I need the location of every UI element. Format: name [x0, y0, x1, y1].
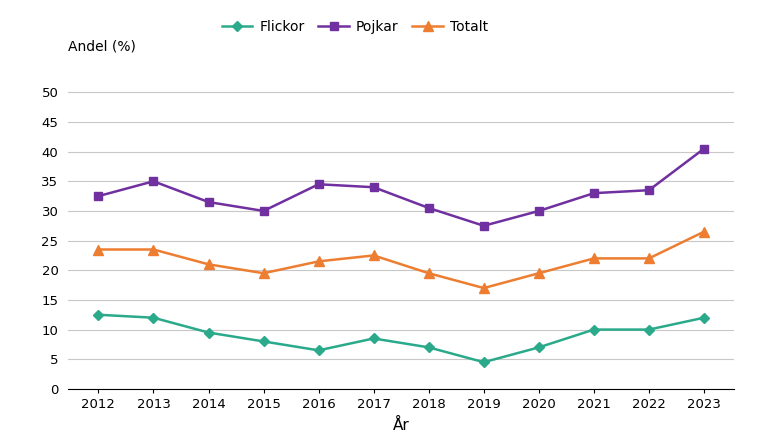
- Line: Totalt: Totalt: [94, 227, 709, 293]
- Totalt: [314, 259, 323, 264]
- Legend: Flickor, Pojkar, Totalt: Flickor, Pojkar, Totalt: [222, 20, 488, 34]
- Pojkar: [149, 179, 158, 184]
- Pojkar: [424, 205, 433, 211]
- Totalt: [259, 270, 268, 276]
- Line: Flickor: Flickor: [95, 311, 708, 366]
- Flickor: [534, 345, 544, 350]
- Pojkar: [590, 190, 599, 196]
- Pojkar: [369, 185, 378, 190]
- Flickor: [149, 315, 158, 320]
- Flickor: [424, 345, 433, 350]
- Pojkar: [479, 223, 488, 228]
- Flickor: [314, 348, 323, 353]
- Totalt: [534, 270, 544, 276]
- Totalt: [149, 247, 158, 252]
- Pojkar: [699, 146, 709, 152]
- Pojkar: [314, 181, 323, 187]
- Pojkar: [259, 208, 268, 214]
- Totalt: [479, 285, 488, 291]
- Totalt: [204, 261, 213, 267]
- Totalt: [369, 253, 378, 258]
- Flickor: [699, 315, 709, 320]
- Flickor: [259, 339, 268, 344]
- Totalt: [644, 256, 653, 261]
- Flickor: [644, 327, 653, 332]
- Pojkar: [94, 194, 103, 199]
- Pojkar: [644, 187, 653, 193]
- Pojkar: [534, 208, 544, 214]
- X-axis label: År: År: [393, 418, 410, 433]
- Flickor: [94, 312, 103, 317]
- Totalt: [424, 270, 433, 276]
- Pojkar: [204, 199, 213, 205]
- Flickor: [204, 330, 213, 335]
- Flickor: [479, 359, 488, 365]
- Totalt: [94, 247, 103, 252]
- Flickor: [369, 336, 378, 341]
- Line: Pojkar: Pojkar: [95, 145, 708, 230]
- Totalt: [699, 229, 709, 234]
- Totalt: [590, 256, 599, 261]
- Flickor: [590, 327, 599, 332]
- Text: Andel (%): Andel (%): [68, 40, 136, 54]
